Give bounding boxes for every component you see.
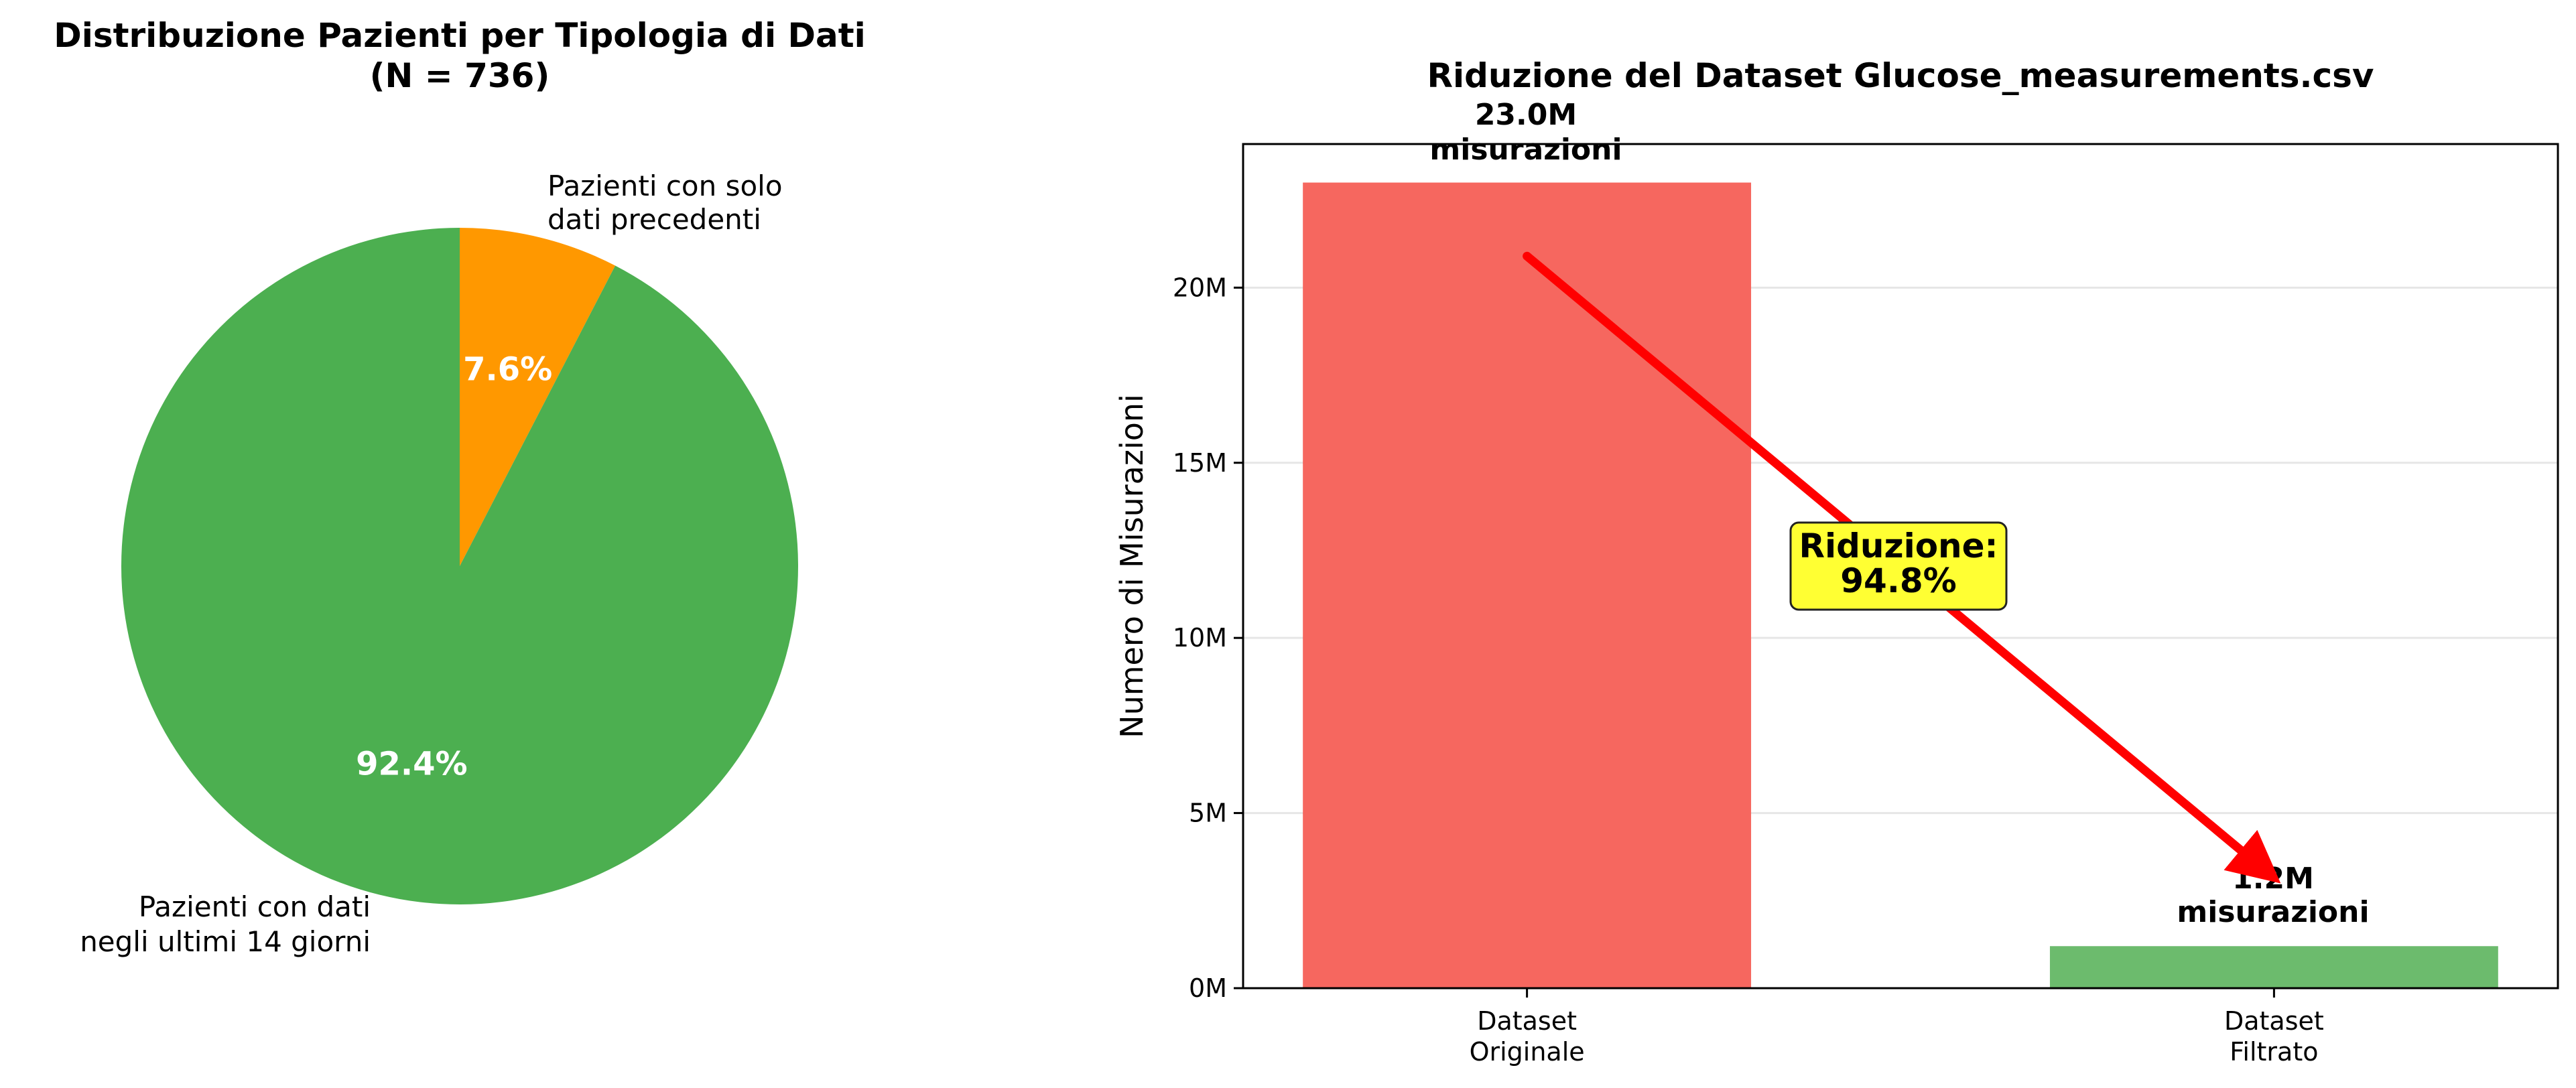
x-tick-label: Originale: [1470, 1037, 1585, 1067]
bar-value-label-filtered-line-1: 1.2M: [2232, 862, 2314, 896]
pie-label-recent-line-2: negli ultimi 14 giorni: [80, 925, 371, 958]
pie-pct-label-only-previous: 7.6%: [463, 351, 552, 389]
bar-dataset-original: [1303, 182, 1752, 988]
reduction-annotation-line-2: 94.8%: [1840, 561, 1956, 600]
x-tick-label: Filtrato: [2230, 1037, 2318, 1067]
bar-value-label-filtered-line-2: misurazioni: [2177, 895, 2369, 929]
reduction-annotation-line-1: Riduzione:: [1799, 527, 1998, 565]
pie-label-only-previous-line-1: Pazienti con solo: [548, 169, 783, 202]
pie-slice-only-previous: [460, 228, 616, 566]
bar-value-label-original-line-2: misurazioni: [1429, 133, 1622, 167]
bar-title: Riduzione del Dataset Glucose_measuremen…: [1427, 56, 2374, 95]
pie-label-only-previous-line-2: dati precedenti: [548, 203, 761, 236]
pie-chart: Distribuzione Pazienti per Tipologia di …: [54, 16, 866, 958]
x-tick-label: Dataset: [1477, 1006, 1577, 1036]
pie-label-recent-line-1: Pazienti con dati: [139, 890, 371, 923]
y-tick-label: 0M: [1189, 973, 1227, 1003]
pie-pct-label-recent: 92.4%: [356, 745, 468, 783]
y-tick-label: 10M: [1173, 623, 1227, 653]
bars: [1303, 182, 2498, 988]
plot-frame: [1242, 143, 2559, 990]
pie-title-line-1: Distribuzione Pazienti per Tipologia di …: [54, 16, 866, 55]
y-tick-label: 15M: [1173, 448, 1227, 478]
bar-dataset-filtered: [2049, 946, 2498, 988]
reduction-annotation-box: [1789, 521, 2008, 611]
pie-title-line-2: (N = 736): [370, 56, 550, 95]
y-tick-label: 5M: [1189, 799, 1227, 828]
bar-chart: Riduzione del Dataset Glucose_measuremen…: [1114, 56, 2559, 1067]
y-tick-label: 20M: [1173, 273, 1227, 302]
bar-value-label-original-line-1: 23.0M: [1475, 98, 1577, 132]
x-tick-label: Dataset: [2224, 1006, 2324, 1036]
pie-slice-recent-14-days: [121, 228, 799, 904]
y-ticks: 0M 5M 10M 15M 20M: [1173, 273, 1243, 1003]
y-axis-label: Numero di Misurazioni: [1114, 394, 1150, 738]
